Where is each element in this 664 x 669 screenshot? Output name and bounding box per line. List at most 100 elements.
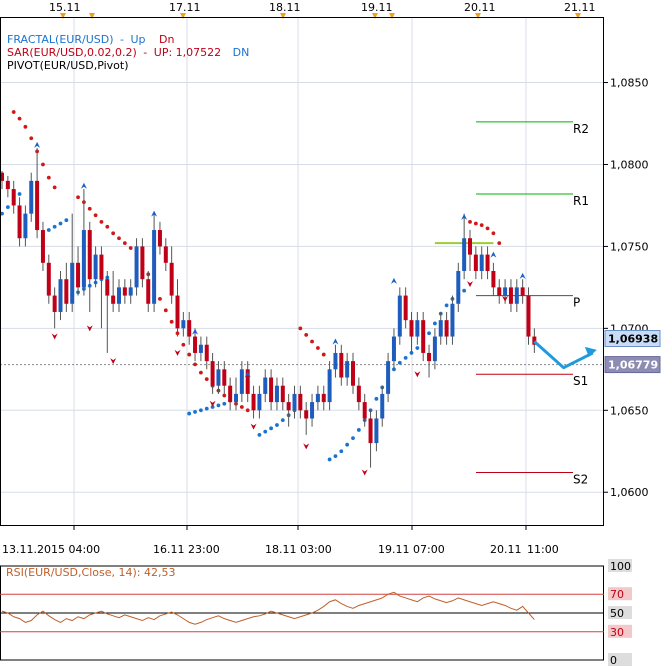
- candle-body: [87, 230, 92, 280]
- candle-body: [5, 180, 10, 190]
- rsi-axis-label: 50: [610, 607, 624, 620]
- sar-dot-up: [245, 408, 250, 413]
- fractal-markers: [34, 141, 526, 476]
- candle-body: [122, 287, 127, 296]
- top-date-marker: [575, 13, 581, 19]
- candle-body: [526, 295, 531, 337]
- rsi-axis-label-bg: [608, 624, 632, 638]
- candle-body: [93, 254, 98, 280]
- candle-body: [163, 246, 168, 263]
- candle-body: [497, 287, 502, 296]
- candle-body: [222, 369, 227, 386]
- fractal-up-arrow: [461, 213, 468, 220]
- candle-body: [421, 320, 426, 353]
- time-axis-label: 13.11.2015 04:00: [2, 543, 100, 556]
- candle-body: [532, 336, 537, 345]
- sar-dot-up: [468, 219, 472, 224]
- sar-dot-up: [87, 206, 92, 211]
- candle-body: [228, 385, 233, 403]
- candle-body: [17, 205, 22, 239]
- sar-dot-up: [298, 326, 303, 331]
- fractal-up-arrow: [490, 251, 497, 258]
- top-date-marker: [372, 13, 378, 19]
- sar-dot-down: [52, 224, 57, 229]
- sar-dot-down: [257, 432, 262, 437]
- fractal-down-arrow: [209, 400, 216, 407]
- sar-dot-up: [105, 224, 110, 229]
- sar-dot-up: [93, 213, 98, 218]
- price-axis-label: 1,0850: [610, 77, 649, 90]
- fractal-up-arrow: [244, 371, 251, 378]
- sar-dot-down: [46, 228, 51, 232]
- legend-pivot: PIVOT(EUR/USD,Pivot): [7, 59, 129, 72]
- candle-body: [140, 246, 145, 280]
- sar-dot-down: [204, 406, 209, 411]
- top-date-label: 15.11: [49, 1, 81, 14]
- sar-dot-down: [444, 303, 449, 308]
- candle-body: [175, 295, 180, 329]
- candle-body: [251, 393, 256, 411]
- candle-body: [450, 303, 455, 337]
- fractal-up-arrow: [34, 141, 41, 148]
- candle-body: [35, 180, 40, 231]
- sar-dot-down: [345, 442, 350, 447]
- candle-body: [257, 393, 262, 411]
- candle-body: [479, 254, 484, 271]
- pivot-label-s2: S2: [573, 473, 588, 487]
- sar-dot-up: [169, 319, 174, 324]
- candle-body: [269, 377, 274, 403]
- sar-dot-down: [193, 410, 197, 414]
- candle-body: [315, 393, 320, 403]
- rsi-axis-label-bg: [608, 559, 632, 572]
- candle-body: [508, 287, 513, 304]
- fractal-up-arrow: [80, 182, 87, 189]
- candle-body: [70, 262, 75, 304]
- sar-dot-up: [310, 339, 314, 344]
- legend-sar-name: SAR(EUR/USD,0.02,0.2): [7, 46, 137, 59]
- candle-body: [239, 369, 244, 394]
- top-date-marker: [60, 13, 66, 19]
- rsi-axis-label: 100: [610, 560, 631, 573]
- sar-dot-up: [76, 195, 80, 200]
- sar-dot-up: [316, 346, 320, 350]
- candle-body: [409, 320, 414, 337]
- sar-dot-down: [5, 205, 10, 209]
- candle-body: [198, 344, 203, 353]
- candle-body: [29, 180, 34, 214]
- candles: [0, 148, 537, 468]
- legend-sar: SAR(EUR/USD,0.02,0.2) - UP: 1,07522 DN: [7, 46, 249, 59]
- candle-body: [58, 279, 63, 312]
- candle-body: [245, 369, 250, 394]
- sar-dot-down: [58, 221, 63, 226]
- pivot-levels: R2 R1 P S1 S2: [476, 121, 589, 487]
- candle-body: [444, 320, 449, 337]
- sar-dot-down: [403, 355, 408, 360]
- sar-dot-up: [222, 393, 227, 398]
- candle-body: [514, 287, 519, 304]
- sar-dot-down: [187, 411, 192, 416]
- candle-body: [169, 262, 174, 296]
- sar-dot-up: [23, 124, 28, 129]
- sar-dot-down: [210, 405, 215, 409]
- rsi-panel: RSI(EUR/USD,Close, 14): 42,53 100 70 50 30 0: [0, 559, 632, 667]
- fractal-down-arrow: [502, 295, 509, 302]
- candle-body: [415, 320, 420, 337]
- candle-body: [339, 352, 344, 378]
- candle-body: [152, 230, 157, 304]
- top-date-marker: [475, 13, 481, 19]
- top-date-marker: [89, 13, 95, 19]
- rsi-axis-label: 0: [610, 654, 617, 666]
- sar-dot-down: [199, 408, 203, 413]
- legend-sar-sep: -: [143, 46, 148, 59]
- top-date-marker: [389, 13, 395, 19]
- candle-body: [368, 418, 373, 444]
- candle-body: [345, 361, 350, 378]
- fractal-down-arrow: [303, 443, 310, 450]
- sar-dot-up: [29, 136, 34, 141]
- candle-body: [520, 287, 525, 296]
- fractal-up-arrow: [192, 328, 199, 335]
- legend-fractal-dn: Dn: [159, 33, 175, 46]
- candle-body: [111, 295, 116, 304]
